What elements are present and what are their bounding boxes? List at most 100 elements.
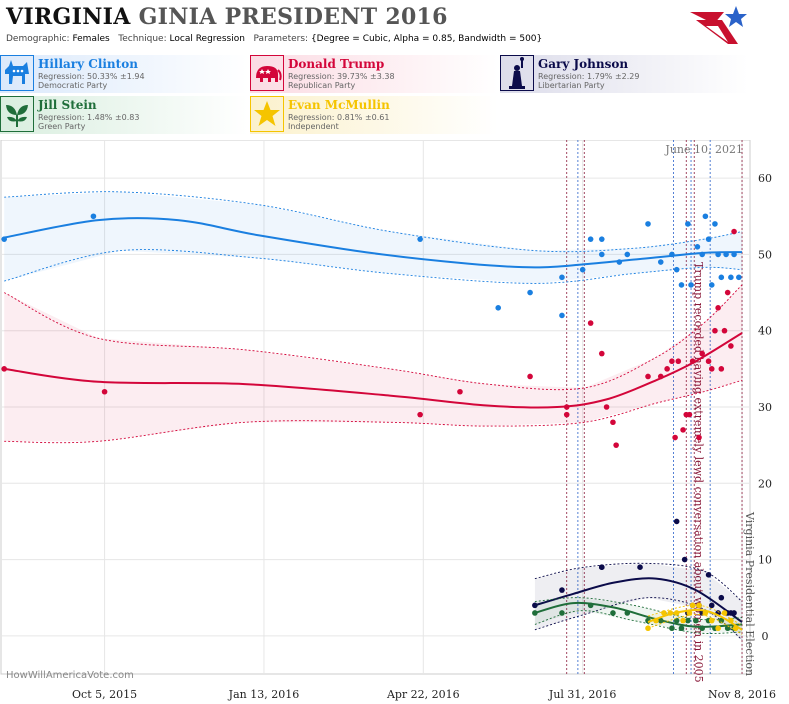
data-point — [598, 564, 605, 570]
data-point — [598, 236, 605, 242]
series-evan-mcmullin — [645, 602, 743, 635]
candidate-name: Donald Trump — [288, 57, 385, 71]
data-point — [696, 434, 702, 441]
data-point — [669, 625, 675, 632]
data-point — [417, 411, 423, 418]
candidate-card-johnson: Gary Johnson Regression: 1.79% ±2.29 Lib… — [500, 55, 748, 93]
data-point — [715, 305, 721, 311]
data-point — [732, 625, 739, 632]
y-tick-label: 60 — [758, 172, 772, 185]
data-point — [457, 388, 463, 395]
data-point — [705, 236, 712, 242]
data-point — [90, 213, 97, 220]
data-point — [657, 617, 664, 624]
data-point — [673, 617, 680, 624]
data-point — [694, 244, 701, 250]
data-point — [613, 442, 619, 448]
data-point — [532, 610, 538, 616]
candidate-regression: Regression: 50.33% ±1.94 — [38, 72, 145, 81]
confidence-band — [4, 191, 742, 284]
data-point — [624, 610, 631, 616]
data-point — [587, 236, 594, 242]
x-tick-label: Jan 13, 2016 — [228, 688, 300, 701]
data-point — [728, 617, 734, 624]
x-tick-label: Oct 5, 2015 — [72, 688, 137, 701]
data-point — [657, 373, 664, 380]
data-point — [672, 434, 678, 441]
data-point — [724, 289, 731, 296]
data-point — [653, 617, 659, 624]
page-title: VIRGINIA GINIA PRESIDENT 2016 — [6, 4, 448, 30]
data-point — [532, 602, 538, 609]
date-stamp: June 10, 2021 — [664, 143, 743, 156]
data-point — [610, 610, 616, 616]
data-point — [678, 282, 685, 288]
liberty-statue-icon — [500, 55, 534, 91]
candidate-party: Republican Party — [288, 81, 356, 90]
data-point — [673, 266, 680, 273]
band-upper-line — [4, 191, 743, 253]
data-point — [616, 259, 623, 265]
x-tick-label: Jul 31, 2016 — [548, 688, 617, 701]
data-point — [673, 610, 680, 616]
data-point — [686, 411, 693, 418]
data-point — [699, 350, 705, 357]
data-point — [696, 602, 702, 609]
candidate-party: Democratic Party — [38, 81, 108, 90]
parameters-line: Demographic: Females Technique: Local Re… — [6, 34, 543, 44]
data-point — [731, 610, 737, 616]
y-tick-label: 50 — [758, 248, 772, 261]
data-point — [673, 518, 680, 525]
band-upper-line — [4, 284, 743, 391]
data-point — [645, 221, 651, 227]
data-point — [680, 617, 686, 624]
data-point — [587, 602, 594, 609]
data-point — [689, 602, 696, 609]
series-gary-johnson — [532, 518, 743, 641]
candidate-regression: Regression: 0.81% ±0.61 — [288, 113, 390, 122]
data-point — [685, 617, 691, 624]
data-point — [708, 617, 715, 624]
data-point — [718, 366, 725, 372]
annotation-label: Virginia Presidential Election — [743, 511, 756, 676]
demographic-value: Females — [72, 34, 110, 44]
data-point — [680, 427, 686, 433]
data-point — [721, 610, 728, 616]
candidate-card-mcmullin: Evan McMullin Regression: 0.81% ±0.61 In… — [250, 96, 498, 134]
candidate-party: Green Party — [38, 122, 86, 131]
data-point — [527, 373, 533, 380]
data-point — [1, 366, 7, 372]
band-lower-line — [647, 614, 743, 635]
data-point — [678, 625, 685, 632]
candidate-card-trump: Donald Trump Regression: 39.73% ±3.38 Re… — [250, 55, 498, 93]
candidate-party: Independent — [288, 122, 339, 131]
x-tick-label: Apr 22, 2016 — [386, 688, 460, 701]
data-point — [685, 221, 691, 227]
data-point — [702, 213, 709, 220]
data-point — [699, 251, 705, 258]
data-point — [721, 327, 728, 334]
data-point — [686, 610, 693, 616]
data-point — [718, 274, 725, 281]
data-point — [101, 388, 108, 395]
data-point — [587, 320, 594, 326]
data-point — [645, 373, 651, 380]
data-point — [705, 358, 712, 365]
data-point — [563, 404, 570, 410]
y-tick-label: 20 — [758, 477, 772, 490]
data-point — [664, 366, 670, 372]
candidate-regression: Regression: 1.48% ±0.83 — [38, 113, 140, 122]
elephant-icon — [250, 55, 284, 91]
header: VIRGINIA GINIA PRESIDENT 2016 Demographi… — [0, 0, 789, 140]
data-point — [699, 625, 705, 632]
trend-line — [534, 577, 743, 623]
data-point — [661, 610, 667, 616]
confidence-band — [534, 597, 742, 633]
data-point — [708, 366, 715, 372]
band-lower-line — [534, 597, 743, 641]
data-point — [715, 625, 721, 632]
site-logo-icon — [690, 6, 747, 44]
candidate-regression: Regression: 1.79% ±2.29 — [538, 72, 640, 81]
y-tick-label: 10 — [758, 554, 772, 567]
data-point — [495, 305, 502, 311]
